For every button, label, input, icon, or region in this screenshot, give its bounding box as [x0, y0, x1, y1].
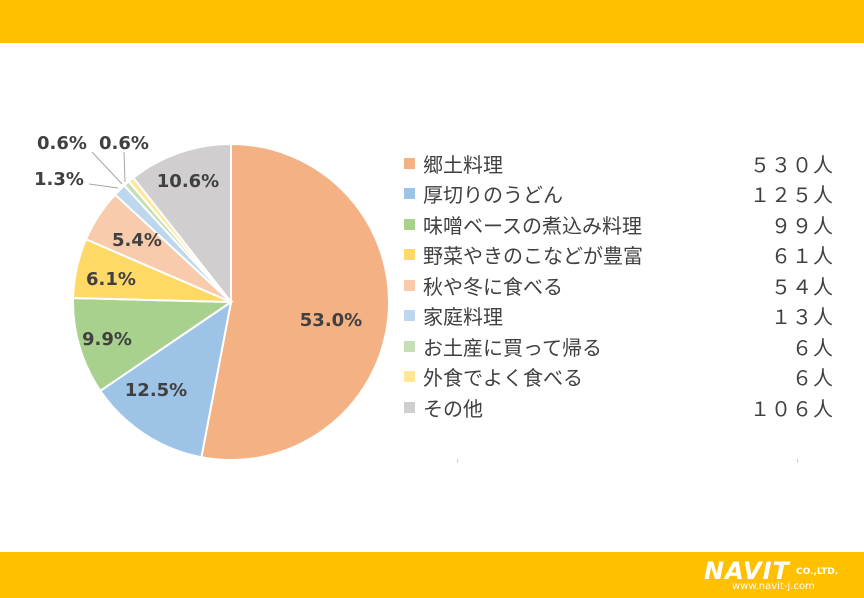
pie-label-5: 5.4%	[112, 230, 162, 251]
leader-line-7	[91, 151, 123, 185]
logo-url: www.navit-j.com	[732, 581, 815, 592]
legend-swatch	[404, 310, 415, 322]
legend-swatch	[404, 157, 415, 169]
pie-label-1: 53.0%	[300, 310, 362, 331]
pie-slice-2	[98, 299, 233, 459]
pie-label-3: 9.9%	[82, 329, 132, 350]
leader-line-6	[88, 183, 119, 189]
legend-item: 厚切りのうどん １２５人	[404, 179, 844, 210]
legend-count: １０６人	[750, 396, 834, 421]
legend-count: ６１人	[771, 244, 834, 269]
legend-count: １２５人	[750, 183, 834, 208]
legend-item: お土産に買って帰る ６人	[404, 331, 844, 362]
legend-label: 家庭料理	[423, 305, 503, 330]
legend-swatch	[404, 188, 415, 200]
leader-line-8	[123, 151, 126, 183]
legend-count: ６人	[792, 335, 834, 360]
legend-label: 外食でよく食べる	[423, 366, 583, 391]
pie-label-2: 12.5%	[125, 380, 187, 401]
legend-swatch	[404, 218, 415, 230]
legend-item: 家庭料理 １３人	[404, 301, 844, 332]
legend-count: ９９人	[771, 213, 834, 238]
legend-item: 味噌ベースの煮込み料理 ９９人	[404, 209, 844, 240]
pie-chart: 53.0% 12.5% 9.9% 6.1% 5.4% 1.3% 0.6% 0.6% 10.6%	[34, 133, 391, 461]
logo-company-suffix: CO.,LTD.	[796, 567, 839, 577]
pie-label-7: 0.6%	[37, 133, 87, 154]
legend: 郷土料理 ５３０人 厚切りのうどん １２５人 味噌ベースの煮込み料理 ９９人 野菜やきのこな…	[404, 148, 844, 423]
legend-item: 秋や冬に食べる ５４人	[404, 270, 844, 301]
pie-label-6: 1.3%	[34, 169, 84, 190]
top-banner	[0, 0, 864, 43]
legend-label: 味噌ベースの煮込み料理	[423, 213, 642, 238]
legend-label: その他	[423, 396, 483, 421]
legend-label: 厚切りのうどん	[423, 183, 563, 208]
legend-count: ５３０人	[750, 152, 834, 177]
legend-label: お土産に買って帰る	[423, 335, 602, 360]
pie-slice-9	[131, 142, 232, 305]
leader-lines	[88, 151, 126, 189]
logo-name: NAVIT	[704, 557, 790, 585]
legend-count: ５４人	[771, 274, 834, 299]
pie-slice-3	[72, 297, 235, 393]
legend-item: 郷土料理 ５３０人	[404, 148, 844, 179]
legend-label: 秋や冬に食べる	[423, 274, 563, 299]
legend-item: 野菜やきのこなどが豊富 ６１人	[404, 240, 844, 271]
legend-swatch	[404, 249, 415, 261]
pie-label-9: 10.6%	[157, 171, 219, 192]
bottom-banner	[0, 552, 864, 598]
pie-slices	[72, 142, 391, 461]
navit-logo: NAVIT CO.,LTD. www.navit-j.com	[702, 555, 852, 595]
pie-percent-labels: 53.0% 12.5% 9.9% 6.1% 5.4% 1.3% 0.6% 0.6% 10.6%	[34, 133, 362, 401]
legend-swatch	[404, 401, 415, 413]
legend-swatch	[404, 340, 415, 352]
legend-swatch	[404, 371, 415, 383]
axis-tick-right	[797, 459, 798, 463]
legend-label: 野菜やきのこなどが豊富	[423, 244, 643, 269]
legend-label: 郷土料理	[423, 152, 503, 177]
legend-item: その他 １０６人	[404, 392, 844, 423]
legend-count: ６人	[792, 366, 834, 391]
legend-swatch	[404, 279, 415, 291]
axis-tick-left	[457, 459, 458, 463]
legend-item: 外食でよく食べる ６人	[404, 362, 844, 393]
legend-count: １３人	[771, 305, 834, 330]
pie-label-8: 0.6%	[99, 133, 149, 154]
pie-label-4: 6.1%	[86, 269, 136, 290]
pie-slice-1	[200, 142, 391, 461]
